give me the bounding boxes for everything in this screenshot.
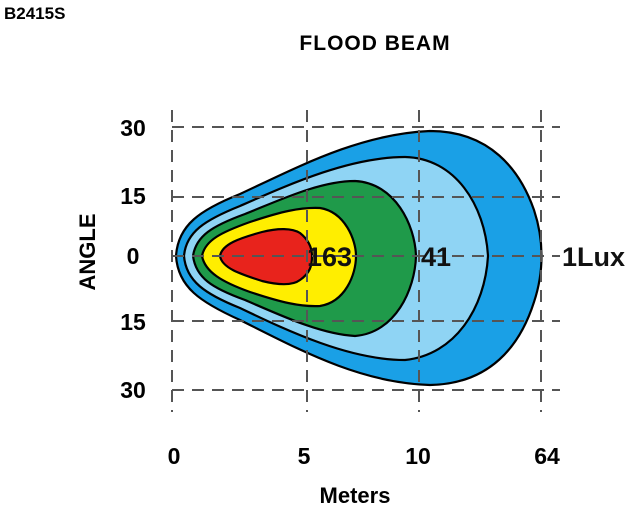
- grid-lines: [171, 110, 560, 412]
- model-number: B2415S: [4, 4, 66, 23]
- y-tick-15-bottom: 15: [120, 309, 146, 335]
- x-tick-64: 64: [534, 443, 560, 469]
- y-tick-30-top: 30: [120, 115, 146, 141]
- contour-bands: [174, 129, 543, 387]
- y-ticks: 30 15 0 15 30: [120, 115, 146, 403]
- contour-label-163: 163: [307, 242, 352, 272]
- x-tick-0: 0: [168, 443, 181, 469]
- x-ticks: 0 5 10 64: [168, 443, 560, 469]
- y-tick-30-bottom: 30: [120, 377, 146, 403]
- x-tick-10: 10: [405, 443, 431, 469]
- contour-label-41: 41: [421, 242, 451, 272]
- x-axis-label: Meters: [320, 483, 391, 508]
- x-tick-5: 5: [298, 443, 311, 469]
- contour-label-1lux: 1Lux: [562, 242, 625, 272]
- y-tick-15-top: 15: [120, 183, 146, 209]
- y-axis-label: ANGLE: [75, 214, 100, 291]
- y-tick-0: 0: [127, 243, 140, 269]
- contour-labels: 163 41 1Lux: [307, 242, 625, 272]
- chart-title: FLOOD BEAM: [299, 32, 451, 55]
